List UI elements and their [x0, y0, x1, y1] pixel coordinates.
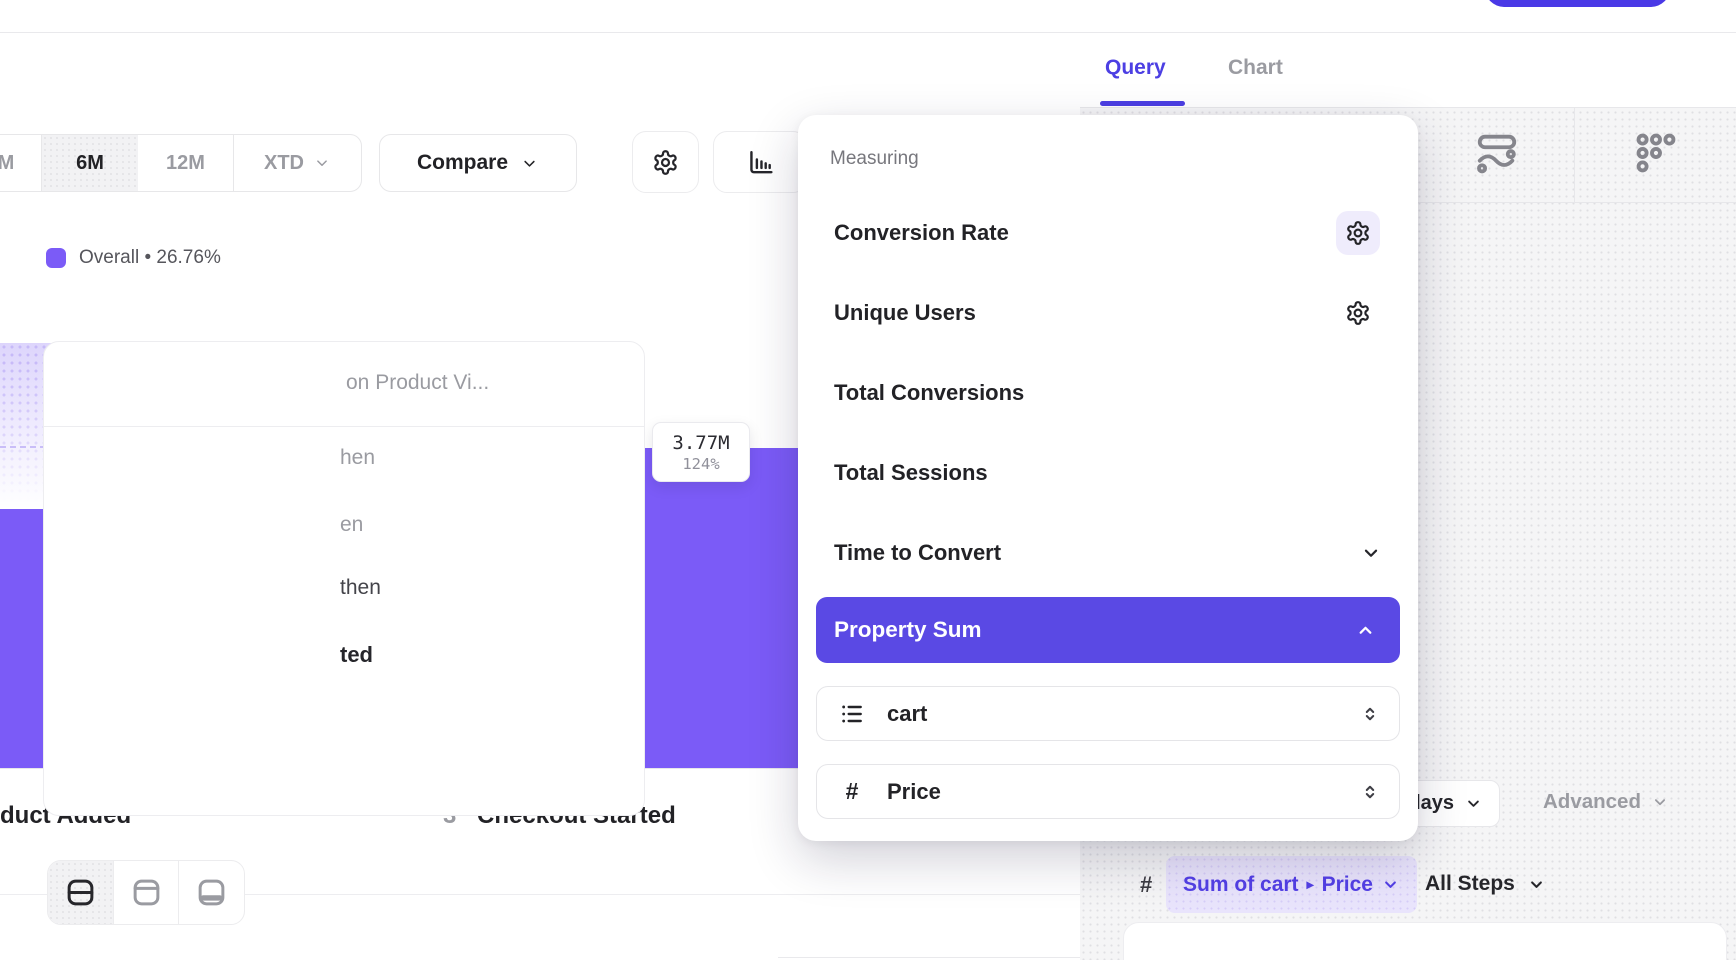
measuring-dropdown: Measuring Conversion Rate Unique Users T… — [798, 115, 1418, 841]
bar-2-value: 3.77M — [672, 431, 730, 454]
layout-footer-icon — [196, 877, 227, 908]
gear-icon[interactable] — [1345, 220, 1371, 246]
dropdown-title: Measuring — [830, 148, 919, 169]
measurement-summary-fragment: on Product Vi... — [346, 371, 490, 394]
legend: Overall • 26.76% — [46, 247, 221, 269]
layout-split-button[interactable] — [48, 861, 113, 924]
step-row-fragment: en — [340, 513, 364, 536]
histogram-icon — [749, 150, 773, 173]
chart-type-button[interactable] — [713, 131, 807, 193]
metrics-grid-icon[interactable] — [1633, 130, 1679, 176]
all-steps-label: All Steps — [1425, 872, 1515, 895]
subproperty-field-value: Price — [887, 778, 941, 804]
advanced-button[interactable]: Advanced — [1543, 790, 1669, 814]
list-icon — [841, 703, 862, 724]
panel-tabs: Query Chart — [1080, 32, 1736, 108]
pill-left-text: Sum of cart — [1183, 872, 1299, 896]
all-steps-button[interactable]: All Steps — [1425, 872, 1546, 896]
legend-label: Overall • 26.76% — [79, 247, 221, 268]
chevron-down-icon — [317, 160, 327, 166]
chevron-up-icon — [1359, 626, 1372, 634]
primary-action-button[interactable] — [1485, 0, 1670, 7]
hash-icon: # — [845, 778, 859, 804]
bar-2-value-tooltip: 3.77M 124% — [652, 422, 750, 482]
menu-item-time-to-convert[interactable]: Time to Convert — [834, 540, 1002, 565]
chevron-down-icon — [1654, 799, 1666, 806]
step-name-fragment: ted — [340, 642, 373, 667]
next-section-card — [1123, 922, 1727, 960]
property-select-field[interactable]: cart — [816, 686, 1400, 741]
divider — [0, 894, 1080, 895]
time-range-m[interactable]: M — [0, 135, 41, 191]
gear-icon — [654, 149, 677, 175]
tab-query[interactable]: Query — [1105, 56, 1166, 79]
selector-icon — [1365, 707, 1375, 720]
chevron-down-icon — [1364, 549, 1378, 557]
divider — [778, 957, 1080, 958]
menu-item-total-conversions[interactable]: Total Conversions — [834, 380, 1025, 405]
step-row-fragment: hen — [340, 446, 376, 469]
active-tab-underline — [1100, 101, 1185, 106]
property-field-value: cart — [887, 700, 928, 726]
chart-settings-button[interactable] — [632, 131, 699, 193]
time-range-12m[interactable]: 12M — [138, 135, 233, 191]
menu-item-total-sessions[interactable]: Total Sessions — [834, 460, 988, 485]
divider — [1574, 107, 1575, 202]
arrow-right-icon: ▸ — [1306, 876, 1314, 892]
hash-icon: # — [1140, 872, 1153, 897]
advanced-label: Advanced — [1543, 790, 1641, 813]
menu-item-conversion-rate[interactable]: Conversion Rate — [834, 220, 1009, 245]
conversion-window-fragment: lays — [1415, 792, 1454, 814]
time-range-6m-label: 6M — [76, 151, 104, 174]
property-sum-pill-button[interactable]: Sum of cart ▸ Price — [1166, 856, 1417, 913]
top-bar — [0, 0, 1736, 33]
time-range-xtd[interactable]: XTD — [234, 135, 361, 191]
layout-header-button[interactable] — [114, 861, 179, 924]
time-range-m-label: M — [0, 152, 14, 175]
chevron-down-icon — [524, 160, 535, 167]
pill-right-text: Price — [1321, 872, 1373, 896]
funnel-steps-card: on Product Vi... hen en then ted — [43, 341, 645, 816]
bar-2-percent: 124% — [682, 454, 720, 473]
flows-icon[interactable] — [1474, 130, 1520, 176]
divider — [41, 135, 42, 191]
gear-icon[interactable] — [1345, 300, 1371, 326]
chart-layout-toggle-group — [47, 860, 245, 925]
time-range-control: M 6M 12M XTD — [0, 134, 362, 192]
layout-footer-button[interactable] — [179, 861, 244, 924]
time-range-xtd-label: XTD — [264, 151, 304, 174]
layout-split-icon — [67, 879, 94, 906]
step-connector-fragment: then — [340, 576, 381, 599]
measurement-summary-row[interactable]: on Product Vi... — [44, 342, 644, 427]
subproperty-select-field[interactable]: # Price — [816, 764, 1400, 819]
compare-button[interactable]: Compare — [379, 134, 577, 192]
menu-item-unique-users[interactable]: Unique Users — [834, 300, 976, 325]
chevron-down-icon — [1530, 880, 1542, 888]
divider — [178, 861, 180, 924]
compare-label: Compare — [416, 151, 509, 174]
time-range-6m[interactable]: 6M — [42, 135, 138, 191]
tab-chart[interactable]: Chart — [1228, 56, 1283, 79]
menu-item-property-sum-selected[interactable]: Property Sum — [816, 597, 1400, 663]
selector-icon — [1365, 785, 1375, 798]
divider — [112, 861, 114, 924]
legend-swatch — [46, 248, 66, 268]
property-sum-label: Property Sum — [834, 617, 982, 642]
time-range-12m-label: 12M — [166, 151, 205, 174]
conversion-rate-settings-button[interactable] — [1336, 211, 1380, 255]
chevron-down-icon — [1385, 881, 1396, 888]
chevron-down-icon — [1468, 800, 1479, 807]
divider — [233, 135, 234, 191]
layout-header-icon — [133, 879, 159, 906]
